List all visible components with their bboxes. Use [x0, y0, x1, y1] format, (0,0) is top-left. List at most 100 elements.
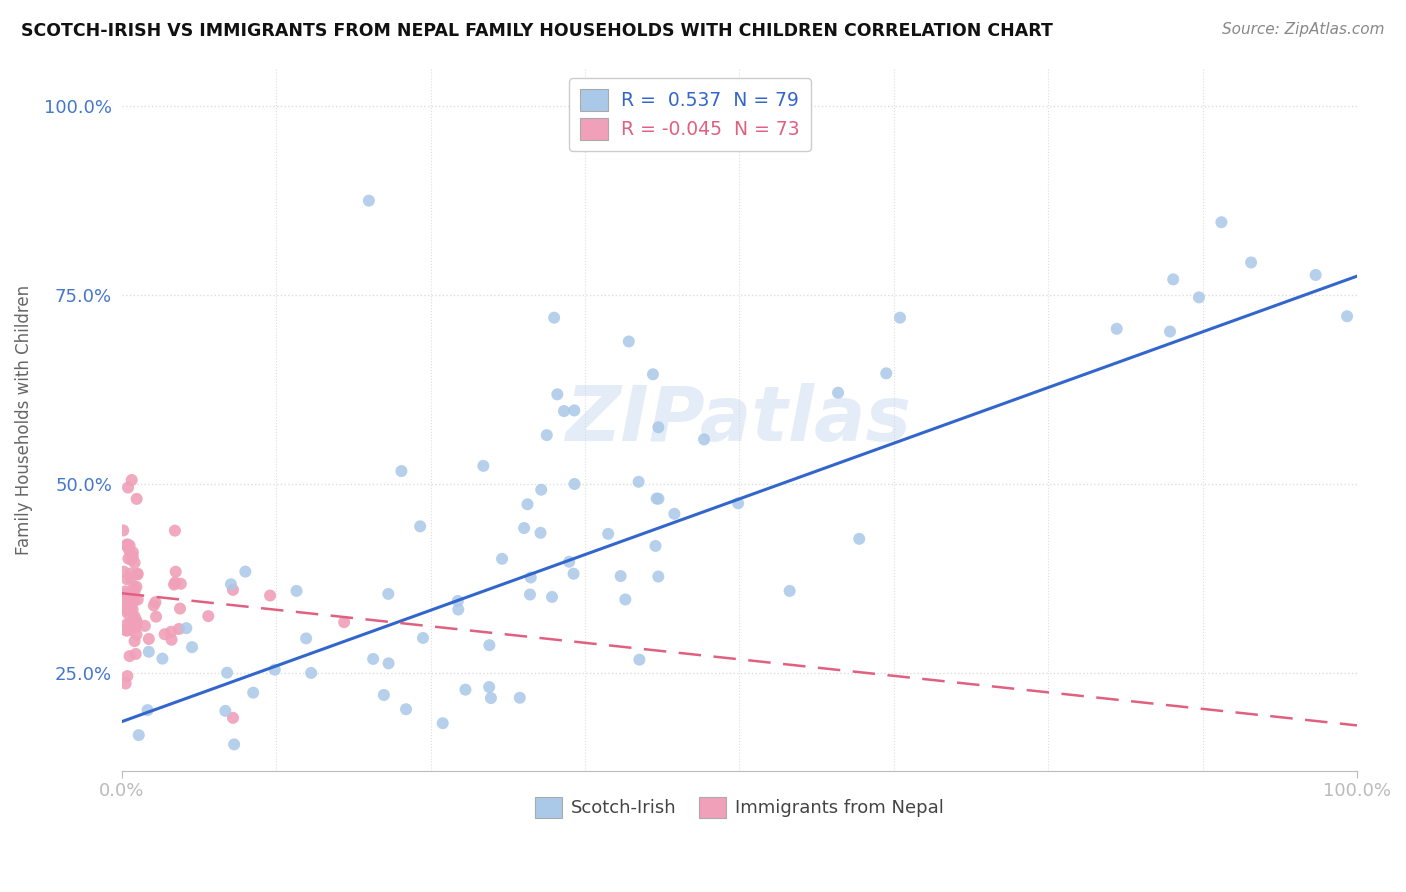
Point [645, 491, 668, 506]
Point [395, 702, 418, 716]
Point [628, 653, 651, 667]
Point [609, 569, 631, 583]
Point [114, 594, 136, 608]
Point [115, 572, 138, 586]
Point [409, 519, 432, 533]
Point [115, 538, 138, 552]
Point [115, 624, 138, 638]
Point [513, 521, 536, 535]
Point [568, 774, 591, 789]
Point [118, 539, 141, 553]
Point [217, 665, 239, 680]
Point [295, 632, 318, 646]
Point [1161, 272, 1184, 286]
Point [125, 647, 148, 661]
Point [391, 464, 413, 478]
Point [125, 627, 148, 641]
Point [373, 688, 395, 702]
Point [558, 555, 581, 569]
Text: SCOTCH-IRISH VS IMMIGRANTS FROM NEPAL FAMILY HOUSEHOLDS WITH CHILDREN CORRELATIO: SCOTCH-IRISH VS IMMIGRANTS FROM NEPAL FA… [21, 22, 1053, 40]
Point [122, 545, 145, 559]
Point [562, 566, 585, 581]
Point [114, 676, 136, 690]
Point [614, 592, 637, 607]
Point [333, 615, 356, 630]
Point [875, 367, 897, 381]
Point [117, 604, 139, 618]
Point [127, 566, 149, 581]
Point [138, 632, 160, 646]
Point [117, 537, 139, 551]
Point [562, 403, 585, 417]
Point [128, 728, 150, 742]
Point [124, 556, 146, 570]
Point [122, 580, 145, 594]
Point [122, 594, 145, 608]
Point [1159, 325, 1181, 339]
Point [115, 591, 138, 606]
Point [478, 680, 501, 694]
Point [454, 682, 477, 697]
Point [125, 613, 148, 627]
Legend: Scotch-Irish, Immigrants from Nepal: Scotch-Irish, Immigrants from Nepal [529, 789, 950, 825]
Point [357, 194, 380, 208]
Point [115, 617, 138, 632]
Point [114, 584, 136, 599]
Text: Source: ZipAtlas.com: Source: ZipAtlas.com [1222, 22, 1385, 37]
Point [727, 496, 749, 510]
Point [170, 576, 193, 591]
Point [181, 640, 204, 655]
Point [127, 567, 149, 582]
Point [644, 539, 666, 553]
Point [546, 387, 568, 401]
Point [176, 621, 198, 635]
Point [1105, 322, 1128, 336]
Point [124, 634, 146, 648]
Point [491, 551, 513, 566]
Point [827, 385, 849, 400]
Point [120, 571, 142, 585]
Point [412, 631, 434, 645]
Point [153, 627, 176, 641]
Point [1336, 310, 1358, 324]
Point [377, 657, 399, 671]
Point [519, 570, 541, 584]
Point [641, 368, 664, 382]
Point [112, 591, 135, 606]
Point [361, 652, 384, 666]
Point [564, 477, 586, 491]
Point [647, 569, 669, 583]
Point [121, 602, 143, 616]
Point [152, 651, 174, 665]
Point [242, 686, 264, 700]
Point [259, 589, 281, 603]
Point [553, 404, 575, 418]
Point [121, 473, 143, 487]
Point [165, 575, 187, 590]
Point [536, 428, 558, 442]
Point [117, 587, 139, 601]
Point [125, 615, 148, 630]
Point [118, 544, 141, 558]
Point [117, 669, 139, 683]
Point [541, 590, 564, 604]
Point [120, 566, 142, 581]
Point [214, 704, 236, 718]
Point [115, 624, 138, 638]
Point [478, 638, 501, 652]
Point [160, 624, 183, 639]
Point [1188, 290, 1211, 304]
Point [235, 565, 257, 579]
Point [118, 623, 141, 637]
Point [519, 587, 541, 601]
Point [222, 711, 245, 725]
Point [165, 565, 187, 579]
Point [145, 595, 167, 609]
Point [263, 663, 285, 677]
Point [432, 716, 454, 731]
Point [197, 609, 219, 624]
Point [160, 632, 183, 647]
Point [145, 609, 167, 624]
Point [167, 622, 190, 636]
Point [219, 577, 242, 591]
